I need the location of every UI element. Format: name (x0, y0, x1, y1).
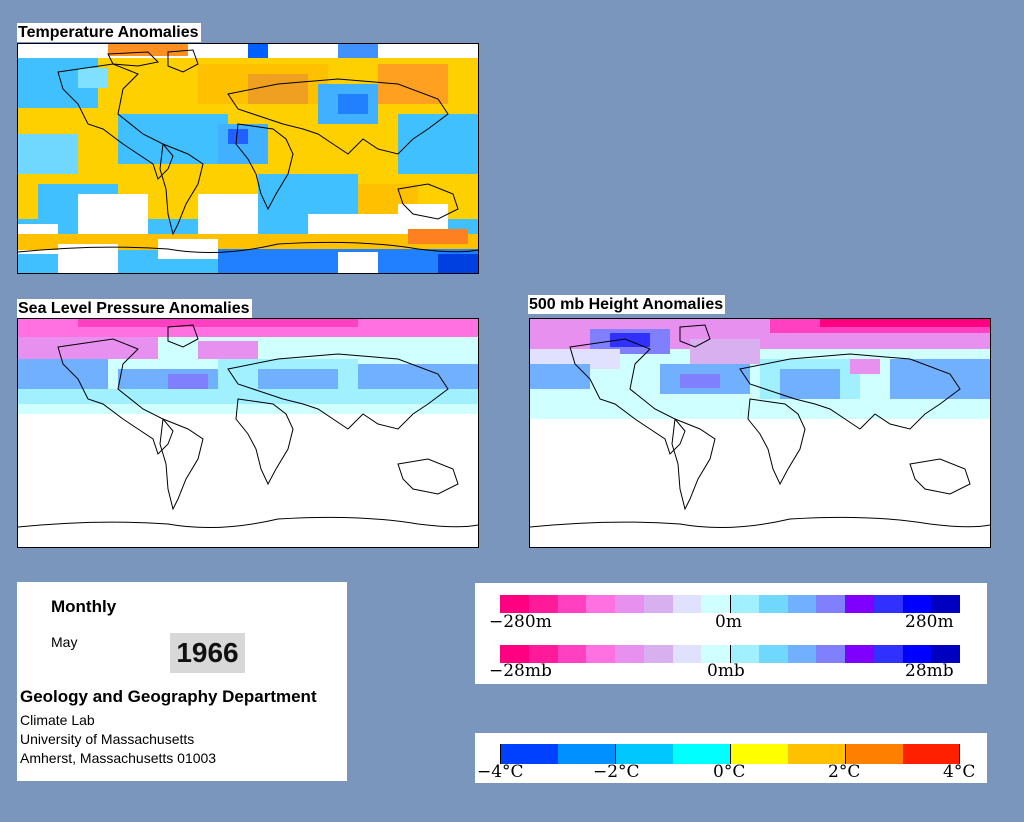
pressure-scale-min-label: −28mb (489, 661, 552, 681)
slp-map-canvas (18, 319, 478, 547)
pressure-scale-swatch-12 (845, 645, 874, 663)
height-scale-max-label: 280m (905, 612, 954, 632)
pressure-scale-swatch-3 (586, 645, 615, 663)
height-scale-swatch-10 (787, 595, 817, 613)
height-scale-swatch-11 (816, 595, 845, 613)
pressure-scale-swatch-4 (615, 645, 644, 663)
height-scale-swatch-5 (643, 595, 673, 613)
temperature-scale-swatch-3 (672, 744, 730, 764)
temp-scale-label-4: 4°C (943, 762, 976, 782)
height-scale-swatch-1 (528, 595, 558, 613)
height-scale-swatch-12 (845, 595, 874, 613)
pressure-scale-swatch-8 (730, 645, 759, 663)
address-line: Amherst, Massachusetts 01003 (20, 750, 217, 766)
height-scale-swatch-2 (557, 595, 587, 613)
pressure-scale-swatch-5 (643, 645, 673, 663)
university-name: University of Massachusetts (20, 731, 195, 747)
height-scale-swatch-13 (873, 595, 903, 613)
height500-map-canvas (530, 319, 990, 547)
height-color-scale (500, 595, 960, 613)
height-scale-swatch-4 (615, 595, 644, 613)
pressure-scale-swatch-15 (931, 645, 960, 663)
temperature-scale-swatch-6 (845, 744, 903, 764)
department-name: Geology and Geography Department (20, 687, 317, 706)
pressure-scale-swatch-0 (500, 645, 529, 663)
temp-scale-label-2: 2°C (828, 762, 861, 782)
temperature-anomaly-map (17, 43, 479, 274)
height-scale-min-label: −280m (489, 612, 552, 632)
pressure-scale-swatch-6 (672, 645, 702, 663)
pressure-scale-swatch-2 (557, 645, 587, 663)
height-scale-swatch-6 (672, 595, 702, 613)
height-scale-swatch-7 (701, 595, 730, 613)
height-scale-swatch-9 (758, 595, 788, 613)
year-display: 1966 (170, 633, 245, 673)
temperature-scale-swatch-4 (730, 744, 788, 764)
info-panel: Monthly May 1966 Geology and Geography D… (17, 582, 347, 781)
pressure-scale-swatch-9 (758, 645, 788, 663)
temp-scale-label-neg2: −2°C (593, 762, 640, 782)
500mb-height-anomaly-map (529, 318, 991, 548)
pressure-scale-center-tick (730, 645, 731, 663)
period-label: Monthly (51, 597, 117, 616)
pressure-color-scale (500, 645, 960, 663)
height-scale-center-tick (730, 595, 731, 613)
height-scale-swatch-0 (500, 595, 529, 613)
temperature-scale-swatch-7 (902, 744, 960, 764)
height-scale-swatch-8 (730, 595, 759, 613)
slp-map-title: Sea Level Pressure Anomalies (17, 299, 252, 318)
temp-scale-label-0: 0°C (713, 762, 746, 782)
temperature-map-title: Temperature Anomalies (17, 23, 201, 42)
lab-name: Climate Lab (20, 712, 95, 728)
pressure-scale-max-label: 28mb (905, 661, 954, 681)
month-label: May (51, 634, 78, 650)
height-pressure-legend: −280m 0m 280m −28mb 0mb 28mb (475, 583, 987, 684)
height-scale-swatch-14 (902, 595, 932, 613)
pressure-scale-swatch-14 (902, 645, 932, 663)
temperature-map-canvas (18, 44, 478, 273)
temperature-scale-swatch-0 (500, 744, 558, 764)
temperature-legend: −4°C −2°C 0°C 2°C 4°C (475, 733, 987, 783)
pressure-scale-swatch-10 (787, 645, 817, 663)
temperature-scale-swatch-1 (557, 744, 615, 764)
height-scale-mid-label: 0m (715, 612, 742, 632)
pressure-scale-mid-label: 0mb (707, 661, 745, 681)
temperature-scale-swatch-5 (787, 744, 845, 764)
pressure-scale-swatch-13 (873, 645, 903, 663)
pressure-scale-swatch-11 (816, 645, 845, 663)
temperature-scale-swatch-2 (615, 744, 673, 764)
height500-map-title: 500 mb Height Anomalies (528, 295, 726, 314)
temp-scale-label-neg4: −4°C (477, 762, 524, 782)
sea-level-pressure-anomaly-map (17, 318, 479, 548)
height-scale-swatch-15 (931, 595, 960, 613)
pressure-scale-swatch-7 (701, 645, 730, 663)
height-scale-swatch-3 (586, 595, 615, 613)
temperature-color-scale (500, 744, 960, 764)
pressure-scale-swatch-1 (528, 645, 558, 663)
